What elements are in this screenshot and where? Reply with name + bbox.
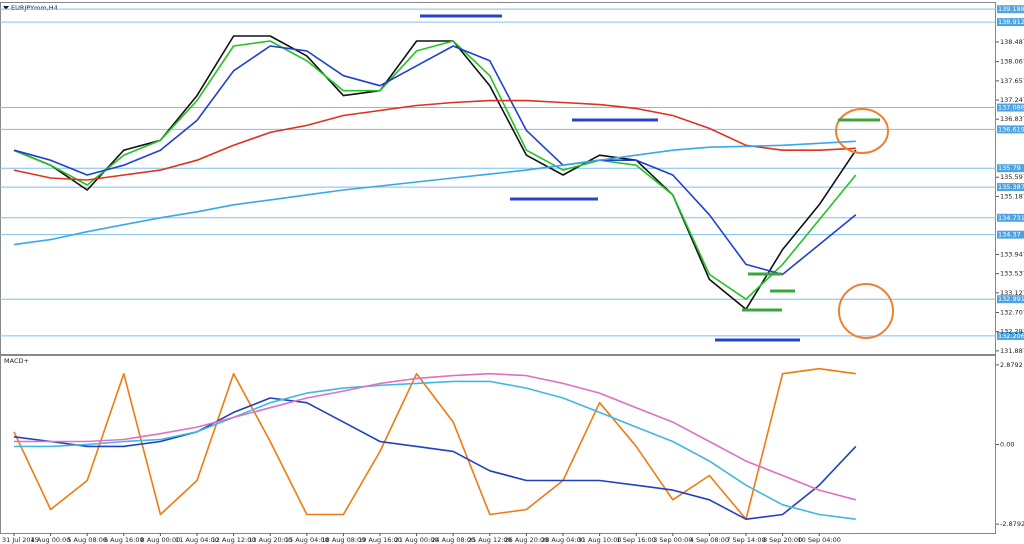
level-label: 137.086 <box>998 104 1024 112</box>
series-line <box>13 367 856 520</box>
highlight-circle <box>835 108 889 154</box>
series-line <box>13 140 856 246</box>
y-tick-label: 137.247 <box>1000 96 1024 104</box>
level-label-box <box>997 103 1024 112</box>
x-tick-label: 19 Aug 16:00 <box>358 536 402 544</box>
y-tick-label: 0.00 <box>1000 441 1014 449</box>
series-line <box>13 99 856 181</box>
annotations <box>420 14 894 342</box>
x-tick-label: 31 Jul 2015 <box>2 536 39 544</box>
y-tick-label: 133.947 <box>1000 250 1024 258</box>
series-line <box>13 397 857 520</box>
indicator-title: MACD+ <box>4 357 29 365</box>
x-tick-label: 8 Aug 00:00 <box>141 536 181 544</box>
x-tick-label: 21 Aug 00:00 <box>395 536 439 544</box>
x-tick-label: 13 Aug 20:00 <box>248 536 292 544</box>
level-label-box <box>997 230 1024 239</box>
y-tick-label: 133.127 <box>1000 289 1024 297</box>
x-tick-label: 15 Aug 04:00 <box>285 536 329 544</box>
level-label: 134.731 <box>998 214 1024 222</box>
x-tick-label: 4 Aug 00:00 <box>31 536 71 544</box>
y-tick-label: 2.8792 <box>1000 361 1023 369</box>
y-tick-label: 136.837 <box>1000 115 1024 123</box>
level-label-box <box>997 125 1024 134</box>
x-tick-label: 26 Aug 20:00 <box>504 536 548 544</box>
level-label: 132.206 <box>998 332 1024 340</box>
y-tick-label: 137.657 <box>1000 77 1024 85</box>
level-label-box <box>997 213 1024 222</box>
y-tick-label: 131.887 <box>1000 347 1024 355</box>
level-label: 132.991 <box>998 295 1024 303</box>
level-label: 135.387 <box>998 183 1024 191</box>
x-tick-label: 25 Aug 12:00 <box>468 536 512 544</box>
y-tick-label: 132.297 <box>1000 328 1024 336</box>
chart-title: EURJPYmm,H4 <box>11 4 58 12</box>
y-tick-label: 133.537 <box>1000 270 1024 278</box>
plot: 139.188 138.912 137.086 136.619 135.79 135.38… <box>0 5 1024 544</box>
y-tick-label: 138.487 <box>1000 38 1024 46</box>
menu-icon[interactable] <box>3 6 9 10</box>
series-line <box>13 45 857 276</box>
level-label: 136.619 <box>998 125 1024 133</box>
level-label: 138.912 <box>998 18 1024 26</box>
level-label: 135.79 <box>998 164 1021 172</box>
level-label-box <box>997 18 1024 27</box>
level-label: 139.188 <box>998 5 1024 13</box>
x-tick-label: 12 Aug 12:00 <box>212 536 256 544</box>
x-tick-label: 28 Aug 04:00 <box>541 536 585 544</box>
macd-panel <box>0 355 996 534</box>
x-tick-label: 10 Sep 04:00 <box>798 536 841 544</box>
level-label-box <box>997 5 1024 14</box>
price-panel <box>0 2 996 355</box>
x-tick-label: 6 Aug 16:00 <box>104 536 144 544</box>
series-line <box>13 40 857 300</box>
level-label-box <box>997 331 1024 340</box>
series-line <box>14 380 856 520</box>
y-tick-label: 135.187 <box>1000 192 1024 200</box>
x-tick-label: 3 Sep 00:00 <box>653 536 692 544</box>
level-label: 134.37 <box>998 231 1021 239</box>
x-tick-label: 5 Aug 08:00 <box>67 536 107 544</box>
x-tick-label: 7 Sep 14:00 <box>726 536 765 544</box>
highlight-circle <box>838 283 894 339</box>
level-label-box <box>997 164 1024 173</box>
level-label-box <box>997 183 1024 192</box>
x-tick-label: 24 Aug 08:00 <box>431 536 475 544</box>
series-line <box>14 372 857 501</box>
x-tick-label: 11 Aug 04:00 <box>175 536 219 544</box>
x-tick-label: 1 Sep 16:00 <box>617 536 656 544</box>
x-tick-label: 31 Aug 10:00 <box>578 536 622 544</box>
y-tick-label: 138.067 <box>1000 58 1024 66</box>
x-tick-label: 8 Sep 20:00 <box>763 536 802 544</box>
y-tick-label: -2.8792 <box>1000 520 1024 528</box>
level-label-box <box>997 295 1024 304</box>
y-tick-label: 135.597 <box>1000 173 1024 181</box>
x-tick-label: 4 Sep 08:00 <box>690 536 729 544</box>
y-tick-label: 132.707 <box>1000 308 1024 316</box>
x-tick-label: 18 Aug 08:00 <box>321 536 365 544</box>
